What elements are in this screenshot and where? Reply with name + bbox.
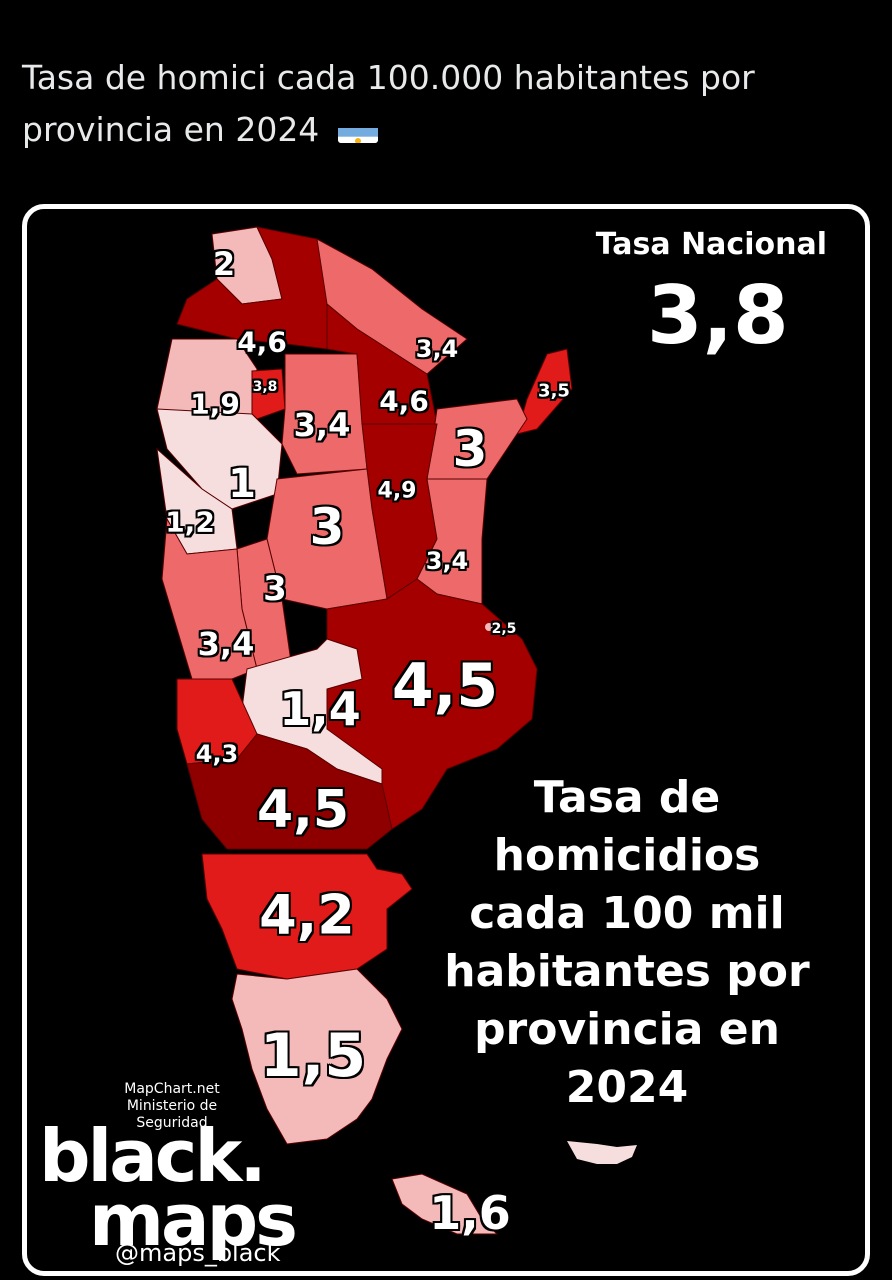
rate-label-santacruz: 1,5: [259, 1021, 367, 1091]
rate-label-rionegro: 4,5: [256, 780, 350, 840]
argentina-map: [156, 226, 637, 1235]
rate-label-chaco: 4,6: [379, 384, 429, 418]
map-title: Tasa de homicidios cada 100 mil habitant…: [444, 772, 810, 1113]
rate-label-larioja: 1: [228, 461, 256, 507]
rate-label-neuquen: 4,3: [195, 740, 239, 768]
rate-label-caba: 2,5: [491, 621, 517, 637]
rate-label-cordoba: 3: [309, 498, 345, 556]
national-rate-label: Tasa Nacional: [595, 227, 827, 262]
post-text: Tasa de homici cada 100.000 habitantes p…: [22, 52, 842, 156]
province-tucuman: [251, 368, 286, 420]
map-card[interactable]: 2 4,6 3,4 1,9 3,8 3,4 4,6 3,5 3 1 4,9 1,…: [22, 204, 870, 1276]
rate-label-santiago: 3,4: [293, 406, 351, 444]
rate-label-lapampa: 1,4: [279, 682, 361, 736]
rate-label-catamarca: 1,9: [190, 387, 240, 421]
rate-label-buenosaires: 4,5: [391, 651, 499, 721]
rate-label-formosa: 3,4: [415, 335, 459, 363]
rate-label-tierradelfuego: 1,6: [429, 1186, 511, 1240]
national-rate-value: 3,8: [647, 269, 789, 362]
rate-label-tucuman: 3,8: [252, 379, 278, 395]
malvinas-islands: [567, 1141, 637, 1164]
credit-line: MapChart.net: [124, 1081, 220, 1097]
post-text-content: Tasa de homici cada 100.000 habitantes p…: [22, 58, 755, 149]
rate-label-entrerios: 3,4: [425, 547, 469, 575]
province-rionegro: [186, 733, 393, 850]
rate-label-sanjuan: 1,2: [165, 505, 215, 539]
province-tierradelfuego: [391, 1173, 499, 1235]
rate-label-chubut: 4,2: [259, 883, 355, 947]
province-chubut: [201, 853, 413, 980]
rate-label-jujuy: 2: [212, 245, 236, 283]
credits: MapChart.net Ministerio de Seguridad: [107, 1081, 237, 1132]
rate-label-sanluis: 3: [263, 569, 287, 609]
author-handle: @maps_black: [115, 1239, 281, 1267]
credit-line: Seguridad: [136, 1115, 208, 1131]
province-mendoza: [161, 517, 258, 680]
logo-line2: maps: [89, 1178, 298, 1262]
rate-label-mendoza: 3,4: [197, 625, 255, 663]
rate-label-salta: 4,6: [237, 325, 287, 359]
rate-label-santafe: 4,9: [377, 478, 417, 504]
province-santacruz: [231, 968, 403, 1145]
province-larioja: [156, 408, 283, 510]
argentina-flag-icon: [337, 117, 378, 143]
black-maps-logo: black. maps: [39, 1114, 298, 1262]
rate-label-misiones: 3,5: [538, 380, 570, 402]
logo-line1: black.: [39, 1114, 267, 1198]
province-misiones: [516, 348, 573, 435]
credit-line: Ministerio de: [126, 1098, 218, 1114]
rate-label-corrientes: 3: [452, 420, 488, 478]
province-caba: [485, 623, 493, 631]
